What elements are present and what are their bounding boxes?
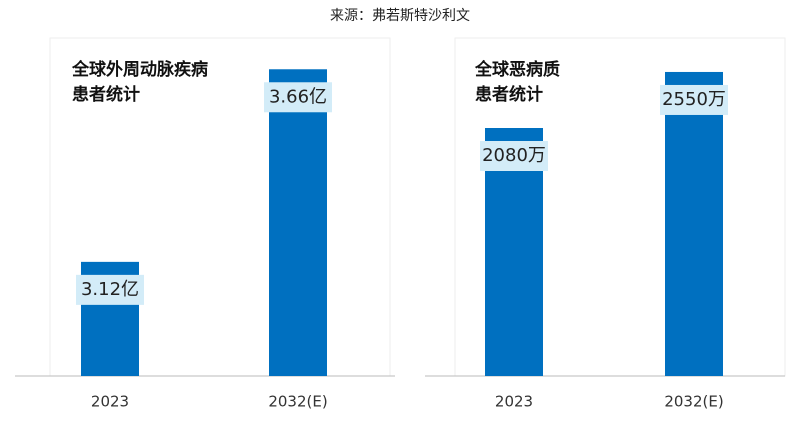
value-label: 2080万 (482, 145, 546, 166)
value-label: 3.66亿 (269, 86, 327, 107)
value-label: 2550万 (662, 89, 726, 110)
x-tick-label: 2023 (495, 393, 533, 411)
chart-title: 全球外周动脉疾病 患者统计 (72, 60, 208, 105)
value-label-box (76, 274, 144, 305)
value-label: 3.12亿 (81, 279, 139, 300)
source: 来源：弗若斯特沙利文 (330, 8, 470, 24)
x-tick-label: 2032(E) (268, 393, 327, 411)
chart-title: 全球恶病质 患者统计 (475, 60, 560, 105)
value-label-box (264, 82, 332, 113)
bar (665, 71, 723, 376)
x-tick-label: 2032(E) (664, 393, 723, 411)
value-label-box (660, 84, 728, 115)
bar (269, 69, 327, 377)
x-tick-label: 2023 (91, 393, 129, 411)
value-label-box (480, 141, 548, 171)
